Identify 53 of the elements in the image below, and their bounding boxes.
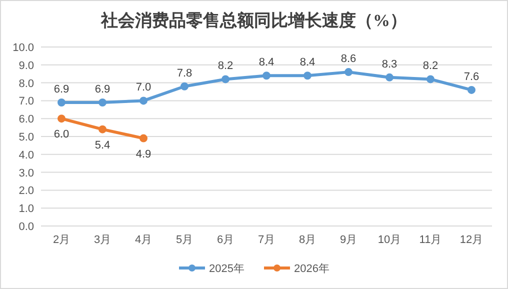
x-tick-label: 4月 (134, 234, 152, 246)
x-tick-label: 12月 (460, 234, 484, 246)
x-tick-label: 9月 (340, 234, 358, 246)
y-tick-label: 3.0 (18, 167, 34, 180)
y-tick-label: 6.0 (18, 114, 34, 126)
point (344, 68, 352, 76)
x-tick-label: 6月 (216, 234, 234, 246)
point (58, 98, 66, 106)
y-tick-label: 5.0 (18, 132, 34, 144)
data-label: 6.0 (54, 128, 70, 141)
y-tick-label: 0.0 (18, 221, 34, 233)
y-tick-label: 8.0 (18, 78, 34, 90)
x-tick-label: 7月 (258, 234, 276, 246)
data-label: 8.3 (382, 58, 398, 70)
y-tick-label: 7.0 (18, 96, 34, 108)
x-tick-label: 3月 (94, 234, 112, 246)
data-label: 6.9 (54, 83, 70, 96)
data-label: 8.6 (340, 53, 356, 66)
point (222, 75, 230, 84)
chart-title: 社会消费品零售总额同比增长速度（%） (100, 11, 407, 30)
y-tick-label: 1.0 (18, 203, 34, 216)
y-tick-label: 4.0 (18, 149, 34, 162)
x-tick-label: 8月 (298, 234, 316, 246)
legend-label: 2025年 (209, 263, 244, 275)
data-label: 8.4 (258, 56, 274, 69)
x-tick-label: 5月 (176, 234, 194, 246)
legend-label: 2026年 (294, 263, 330, 275)
y-tick-label: 10.0 (12, 42, 34, 54)
data-label: 4.9 (136, 148, 152, 160)
x-tick-label: 2月 (52, 234, 70, 246)
point (180, 82, 188, 90)
point (426, 75, 434, 84)
data-label: 6.9 (94, 83, 110, 96)
point (58, 114, 66, 123)
data-label: 8.2 (218, 60, 234, 72)
data-label: 8.4 (300, 56, 316, 69)
data-label: 5.4 (94, 139, 110, 152)
point (468, 86, 476, 94)
x-tick-label: 10月 (378, 234, 402, 246)
point (140, 96, 148, 105)
y-tick-label: 9.0 (18, 60, 34, 72)
point (386, 73, 394, 82)
point (140, 134, 148, 142)
data-label: 7.8 (176, 67, 192, 80)
data-label: 8.2 (422, 60, 438, 72)
point (98, 125, 106, 134)
data-label: 7.0 (136, 82, 152, 94)
point (304, 72, 312, 80)
data-label: 7.6 (464, 70, 480, 83)
y-tick-label: 2.0 (18, 185, 34, 198)
point (98, 98, 106, 106)
point (262, 72, 270, 80)
x-tick-label: 11月 (419, 234, 442, 246)
